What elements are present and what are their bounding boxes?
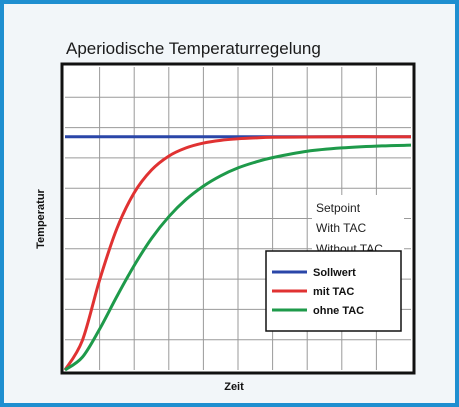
x-axis-label: Zeit — [224, 381, 244, 393]
legend-label-ohne-tac: ohne TAC — [313, 305, 364, 317]
annotation-background — [312, 195, 404, 255]
temperature-chart: Temperatur Zeit Setpoint With TAC Withou… — [35, 62, 416, 393]
legend-label-mit-tac: mit TAC — [313, 286, 354, 298]
chart-title: Aperiodische Temperaturregelung — [66, 39, 321, 58]
plot-border — [60, 62, 416, 375]
legend: Sollwert mit TAC ohne TAC — [265, 250, 402, 332]
annotation-setpoint: Setpoint — [316, 201, 361, 215]
series-line-ohne-tac — [64, 143, 412, 372]
legend-label-sollwert: Sollwert — [313, 267, 356, 279]
y-axis-label: Temperatur — [35, 188, 47, 248]
series-line-mit-tac — [63, 135, 411, 371]
annotation-with-tac: With TAC — [316, 221, 367, 235]
english-annotations: Setpoint With TAC Without TAC — [312, 195, 404, 256]
series-layer — [63, 135, 412, 372]
